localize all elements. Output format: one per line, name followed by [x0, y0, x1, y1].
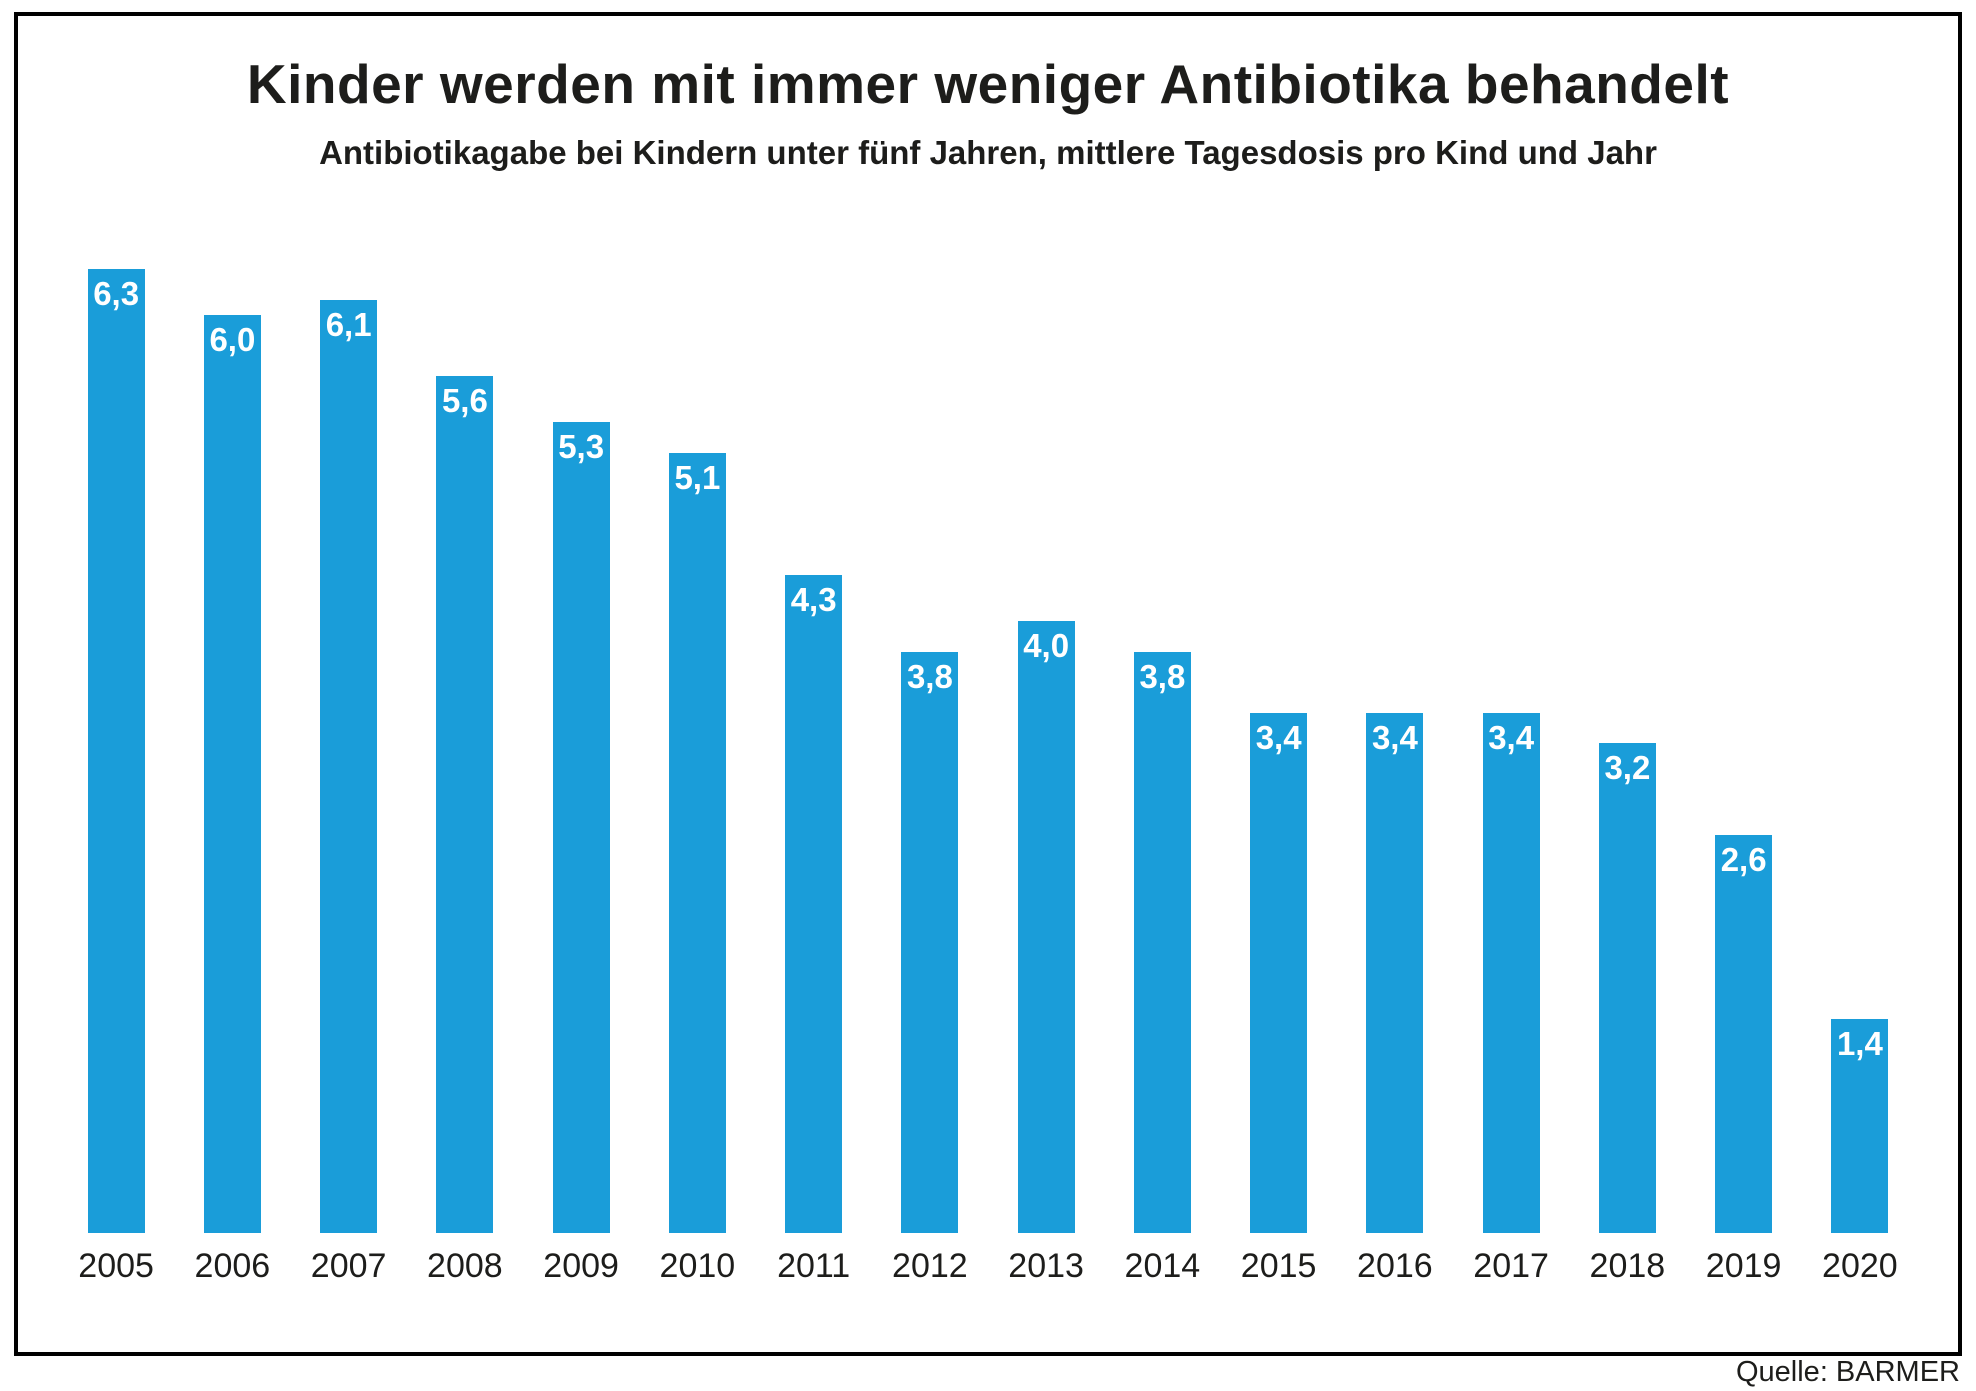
- bar: 3,2: [1598, 743, 1656, 1233]
- bar: 5,6: [436, 376, 494, 1233]
- bar: 3,4: [1250, 713, 1308, 1233]
- bar-column: 6,0 2006: [174, 266, 290, 1296]
- bar-column: 3,8 2014: [1104, 266, 1220, 1296]
- bar-column: 1,4 2020: [1802, 266, 1918, 1296]
- bar: 4,0: [1017, 621, 1075, 1233]
- bar-column: 4,0 2013: [988, 266, 1104, 1296]
- chart-title: Kinder werden mit immer weniger Antibiot…: [246, 53, 1730, 115]
- bar-value-label: 6,3: [93, 275, 140, 312]
- x-tick-label: 2019: [1705, 1247, 1782, 1285]
- source-label: Quelle: BARMER: [1735, 1356, 1960, 1388]
- bar-value-label: 6,0: [209, 321, 256, 358]
- bar-column: 3,4 2017: [1453, 266, 1569, 1296]
- x-tick-label: 2011: [777, 1247, 851, 1285]
- bar: 6,0: [203, 315, 261, 1233]
- x-tick-label: 2005: [78, 1247, 154, 1285]
- x-tick-label: 2016: [1357, 1247, 1433, 1285]
- bar-value-label: 4,3: [790, 581, 837, 618]
- bar: 3,4: [1482, 713, 1540, 1233]
- bar: 3,8: [1133, 652, 1191, 1233]
- bar-column: 5,6 2008: [407, 266, 523, 1296]
- bar-value-label: 5,1: [674, 459, 721, 496]
- bar-value-label: 2,6: [1720, 841, 1767, 878]
- bar-value-label: 3,4: [1488, 719, 1535, 756]
- bar: 1,4: [1831, 1019, 1889, 1233]
- bar: 3,8: [901, 652, 959, 1233]
- bar-value-label: 5,3: [558, 428, 605, 465]
- bar-column: 2,6 2019: [1686, 266, 1802, 1296]
- bar-value-label: 4,0: [1023, 627, 1070, 664]
- bar-value-label: 3,8: [1139, 658, 1186, 695]
- bar-value-label: 3,4: [1255, 719, 1302, 756]
- x-tick-label: 2009: [543, 1247, 619, 1285]
- chart-subtitle: Antibiotikagabe bei Kindern unter fünf J…: [319, 134, 1657, 171]
- bar-column: 3,2 2018: [1569, 266, 1685, 1296]
- x-tick-label: 2018: [1589, 1247, 1666, 1285]
- x-tick-label: 2017: [1473, 1247, 1549, 1285]
- x-tick-label: 2008: [427, 1247, 503, 1285]
- bar-plot: 6,3 2005 6,0 2006 6,1 2007 5,6 2008 5,3 2009 5,1 20…: [58, 266, 1918, 1296]
- x-tick-label: 2015: [1240, 1247, 1317, 1285]
- x-tick-label: 2013: [1008, 1247, 1084, 1285]
- x-tick-label: 2020: [1822, 1247, 1898, 1285]
- bar: 4,3: [785, 575, 843, 1233]
- x-tick-label: 2007: [310, 1247, 387, 1285]
- bar-value-label: 3,2: [1604, 749, 1651, 786]
- bar-value-label: 5,6: [441, 382, 488, 419]
- bar: 3,4: [1366, 713, 1424, 1233]
- x-tick-label: 2006: [194, 1247, 271, 1285]
- bar-column: 4,3 2011: [756, 266, 872, 1296]
- bar-value-label: 3,8: [906, 658, 953, 695]
- bar-column: 5,3 2009: [523, 266, 639, 1296]
- bar-column: 6,1 2007: [291, 266, 407, 1296]
- bar: 6,1: [320, 300, 378, 1233]
- bar-value-label: 6,1: [325, 306, 372, 343]
- bar-column: 5,1 2010: [639, 266, 755, 1296]
- bar: 5,1: [668, 453, 726, 1233]
- bar: 5,3: [552, 422, 610, 1233]
- bar-value-label: 1,4: [1836, 1025, 1883, 1062]
- x-tick-label: 2014: [1124, 1247, 1201, 1285]
- bar-column: 3,4 2016: [1337, 266, 1453, 1296]
- bar: 2,6: [1715, 835, 1773, 1233]
- x-tick-label: 2012: [892, 1247, 968, 1285]
- bar-column: 3,8 2012: [872, 266, 988, 1296]
- bar: 6,3: [87, 269, 145, 1233]
- bar-column: 3,4 2015: [1221, 266, 1337, 1296]
- chart-frame: Kinder werden mit immer weniger Antibiot…: [14, 12, 1962, 1356]
- bar-value-label: 3,4: [1371, 719, 1418, 756]
- x-tick-label: 2010: [659, 1247, 736, 1285]
- bar-column: 6,3 2005: [58, 266, 174, 1296]
